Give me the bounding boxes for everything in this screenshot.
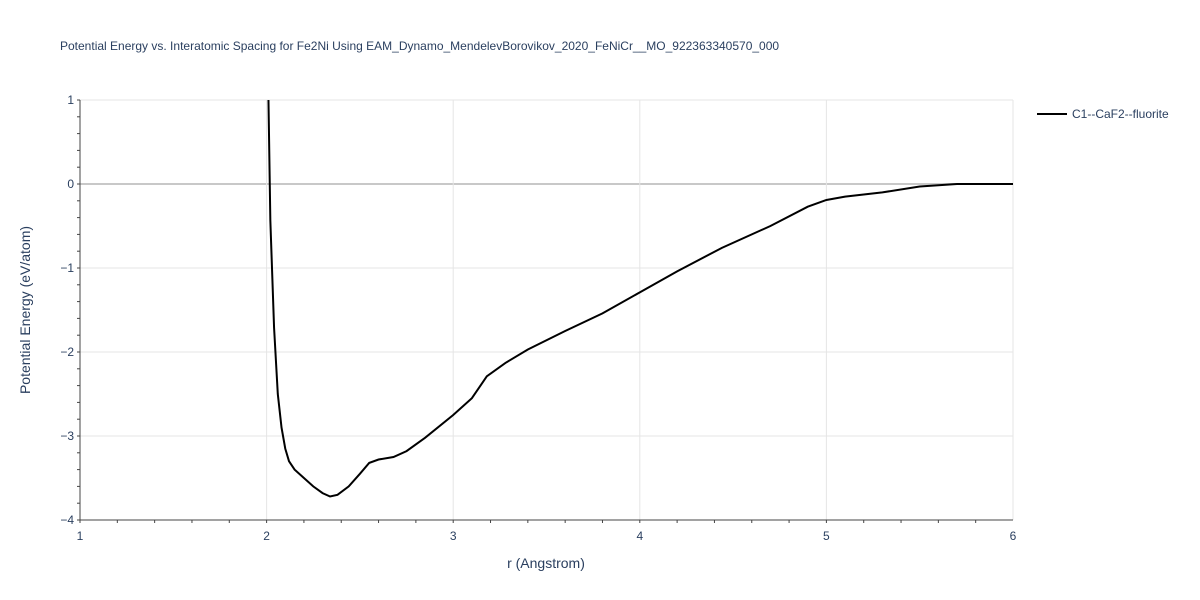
- x-tick-label: 6: [1010, 529, 1017, 543]
- y-axis-label: Potential Energy (eV/atom): [17, 226, 33, 394]
- x-axis-label: r (Angstrom): [507, 555, 585, 571]
- x-tick-label: 2: [263, 529, 270, 543]
- x-tick-label: 1: [77, 529, 84, 543]
- y-tick-label: −1: [60, 261, 74, 275]
- x-tick-label: 4: [636, 529, 643, 543]
- y-tick-label: 1: [67, 93, 74, 107]
- y-tick-label: −4: [60, 513, 74, 527]
- y-tick-label: −3: [60, 429, 74, 443]
- chart-title: Potential Energy vs. Interatomic Spacing…: [60, 39, 779, 53]
- line-series: [267, 100, 1013, 498]
- x-tick-label: 3: [450, 529, 457, 543]
- y-tick-label: 0: [67, 177, 74, 191]
- legend-label: C1--CaF2--fluorite: [1072, 107, 1169, 121]
- x-tick-label: 5: [823, 529, 830, 543]
- y-tick-label: −2: [60, 345, 74, 359]
- plot-area: [267, 100, 1013, 498]
